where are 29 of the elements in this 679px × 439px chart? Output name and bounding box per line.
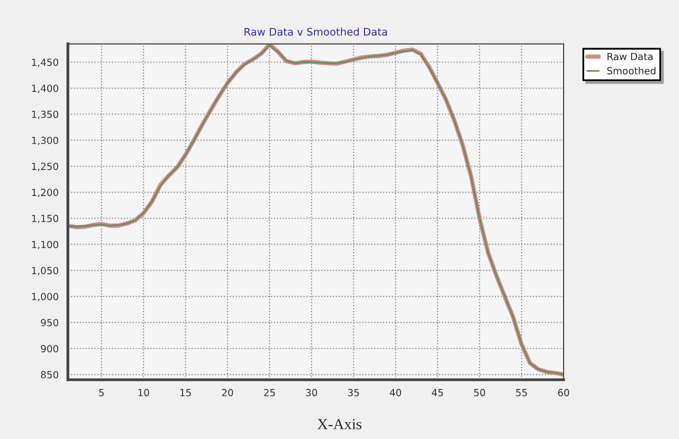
y-tick-label: 1,400 [32,84,58,93]
x-tick-label: 50 [474,388,486,396]
x-tick-label: 35 [348,388,359,396]
y-tick-label: 900 [40,344,58,352]
x-tick-label: 40 [390,388,402,396]
y-tick-label: 1,150 [32,214,58,224]
y-tick-label: 950 [40,318,58,326]
y-tick-label: 1,350 [32,110,58,120]
x-tick-label: 20 [222,388,234,396]
y-tick-label: 1,250 [32,162,58,172]
y-tick-label: 1,050 [32,266,58,276]
x-tick-label: 5 [99,389,104,396]
legend-label: Smoothed [607,66,656,74]
x-tick-label: 15 [180,389,191,396]
y-tick-label: 1,450 [32,58,58,67]
x-tick-label: 25 [264,388,275,396]
chart-title: Raw Data v Smoothed Data [244,28,387,36]
x-tick-label: 55 [516,389,527,396]
x-tick-label: 60 [558,388,570,396]
y-tick-label: 1,300 [32,136,58,146]
y-tick-label: 1,100 [32,240,58,250]
x-tick-label: 30 [306,388,318,396]
y-tick-label: 1,200 [32,188,58,198]
x-tick-label: 10 [138,388,150,396]
legend-label: Raw Data [608,52,652,60]
x-axis-title: X-Axis [317,419,362,430]
x-tick-label: 45 [432,389,443,396]
y-tick-label: 1,000 [32,292,58,302]
y-tick-label: 850 [40,371,58,378]
